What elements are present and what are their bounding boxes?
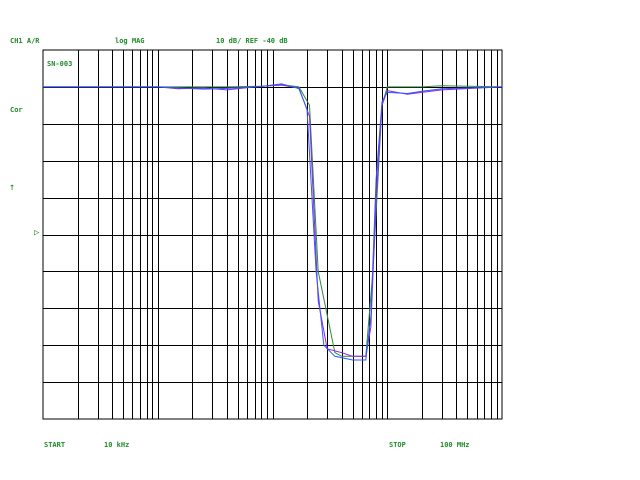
trace-line-2 <box>43 84 503 357</box>
plot-frame <box>42 49 503 420</box>
scale-label: 10 dB/ REF -40 dB <box>216 37 288 45</box>
reference-position-icon: ▷ <box>34 228 40 238</box>
trace-line-1 <box>43 84 503 357</box>
trace-label: SN-003 <box>47 60 73 68</box>
correction-label: Cor <box>10 106 23 114</box>
format-label: log MAG <box>115 37 145 45</box>
trace-line-3 <box>43 83 503 361</box>
channel-label: CH1 A/R <box>10 37 40 45</box>
up-arrow-icon: ↑ <box>9 182 16 193</box>
start-value: 10 kHz <box>104 441 130 449</box>
start-label: START <box>44 441 66 449</box>
stop-value: 100 MHz <box>440 441 470 449</box>
stop-label: STOP <box>389 441 406 449</box>
